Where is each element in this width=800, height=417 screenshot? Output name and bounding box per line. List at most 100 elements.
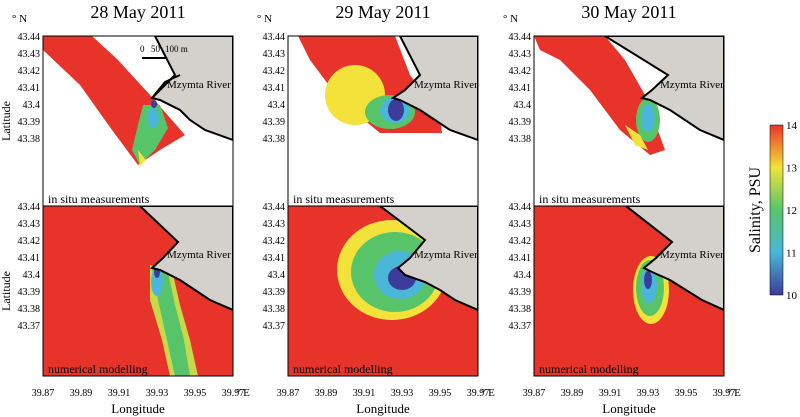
y-tick-top-0-1: 43.43 bbox=[18, 49, 41, 60]
y-tick-top-0-5: 43.39 bbox=[18, 117, 41, 128]
x-axis-title-1: Longitude bbox=[111, 401, 165, 416]
x-tick-0-4: 39.95 bbox=[184, 388, 207, 399]
column-title-1: 28 May 2011 bbox=[90, 2, 185, 22]
salinity-colorbar bbox=[769, 124, 784, 296]
panel-insitu-28may bbox=[43, 36, 233, 206]
x-tick-0-1: 39.89 bbox=[70, 388, 93, 399]
scale-tick-0: 0 bbox=[140, 44, 145, 54]
panel-insitu-29may bbox=[288, 36, 478, 206]
y-tick-bottom-2-5: 43.39 bbox=[509, 287, 532, 298]
y-axis-title-top: Latitude bbox=[0, 101, 13, 141]
colorbar-tick-1: 13 bbox=[786, 163, 798, 175]
colorbar-tick-4: 10 bbox=[786, 290, 798, 302]
row-label-model-1: numerical modelling bbox=[48, 362, 148, 376]
y-tick-bottom-2-2: 43.42 bbox=[509, 236, 532, 247]
y-tick-top-0-6: 43.38 bbox=[18, 134, 41, 145]
y-tick-bottom-2-4: 43.4 bbox=[514, 270, 532, 281]
river-label-3: Mzymta River bbox=[660, 79, 724, 91]
x-tick-2-3: 39.93 bbox=[637, 388, 660, 399]
colorbar-tick-labels: 14 13 12 11 10 bbox=[786, 120, 798, 302]
y-unit-label-1: ° N bbox=[12, 13, 27, 25]
y-tick-bottom-0-4: 43.4 bbox=[23, 270, 41, 281]
y-tick-top-2-3: 43.41 bbox=[509, 83, 532, 94]
colorbar-tick-2: 12 bbox=[786, 205, 797, 217]
scale-tick-50: 50 bbox=[151, 44, 161, 54]
y-tick-bottom-0-1: 43.43 bbox=[18, 219, 41, 230]
x-axis-title-3: Longitude bbox=[602, 401, 656, 416]
y-tick-bottom-1-3: 43.41 bbox=[263, 253, 286, 264]
y-tick-bottom-1-7: 43.37 bbox=[263, 321, 286, 332]
y-tick-bottom-2-3: 43.41 bbox=[509, 253, 532, 264]
y-tick-top-1-5: 43.39 bbox=[263, 117, 286, 128]
y-tick-bottom-2-0: 43.44 bbox=[509, 202, 532, 213]
x-tick-1-0: 39.87 bbox=[277, 388, 300, 399]
y-tick-top-1-2: 43.42 bbox=[263, 66, 286, 77]
y-tick-bottom-1-5: 43.39 bbox=[263, 287, 286, 298]
x-unit-label-3: ° E bbox=[727, 387, 741, 399]
y-tick-bottom-1-1: 43.43 bbox=[263, 219, 286, 230]
y-tick-top-2-0: 43.44 bbox=[509, 32, 532, 43]
x-tick-1-3: 39.93 bbox=[391, 388, 414, 399]
colorbar-title: Salinity, PSU bbox=[747, 167, 764, 254]
scale-bar: 0 50 100 m bbox=[140, 44, 188, 59]
y-tick-bottom-1-0: 43.44 bbox=[263, 202, 286, 213]
column-title-3: 30 May 2011 bbox=[581, 2, 676, 22]
panel-model-28may bbox=[43, 206, 233, 376]
x-tick-2-4: 39.95 bbox=[675, 388, 698, 399]
x-tick-1-1: 39.89 bbox=[315, 388, 338, 399]
x-tick-1-4: 39.95 bbox=[429, 388, 452, 399]
row-label-insitu-1: in situ measurements bbox=[48, 192, 150, 206]
y-tick-top-2-4: 43.4 bbox=[514, 100, 532, 111]
y-tick-bottom-0-0: 43.44 bbox=[18, 202, 41, 213]
y-axis-title-bottom: Latitude bbox=[0, 271, 13, 311]
y-tick-bottom-0-5: 43.39 bbox=[18, 287, 41, 298]
x-tick-2-2: 39.91 bbox=[599, 388, 622, 399]
river-label-4: Mzymta River bbox=[167, 249, 231, 261]
river-label-6: Mzymta River bbox=[660, 249, 724, 261]
y-tick-top-1-0: 43.44 bbox=[263, 32, 286, 43]
y-tick-bottom-0-3: 43.41 bbox=[18, 253, 41, 264]
colorbar-tick-0: 14 bbox=[786, 120, 798, 132]
panel-model-29may bbox=[288, 206, 478, 376]
river-label-2: Mzymta River bbox=[414, 79, 478, 91]
y-tick-labels: 43.44 43.43 43.42 43.41 43.4 43.39 43.38 43.44 4… bbox=[18, 32, 532, 332]
y-tick-top-1-4: 43.4 bbox=[268, 100, 286, 111]
x-tick-2-5: 39.97 bbox=[713, 388, 736, 399]
x-tick-0-5: 39.97 bbox=[222, 388, 245, 399]
x-tick-1-5: 39.97 bbox=[467, 388, 490, 399]
row-label-model-2: numerical modelling bbox=[293, 362, 393, 376]
y-tick-bottom-1-4: 43.4 bbox=[268, 270, 286, 281]
y-tick-top-0-2: 43.42 bbox=[18, 66, 41, 77]
row-label-model-3: numerical modelling bbox=[539, 362, 639, 376]
y-tick-bottom-2-1: 43.43 bbox=[509, 219, 532, 230]
y-tick-top-0-3: 43.41 bbox=[18, 83, 41, 94]
river-label-1: Mzymta River bbox=[167, 79, 231, 91]
x-tick-labels: 39.87 39.89 39.91 39.93 39.95 39.97 39.87 39.89… bbox=[32, 388, 736, 399]
x-tick-0-3: 39.93 bbox=[146, 388, 169, 399]
y-unit-label-3: ° N bbox=[503, 13, 518, 25]
y-tick-top-2-2: 43.42 bbox=[509, 66, 532, 77]
y-tick-top-1-6: 43.38 bbox=[263, 134, 286, 145]
y-tick-top-2-6: 43.38 bbox=[509, 134, 532, 145]
scale-tick-100: 100 m bbox=[165, 44, 188, 54]
y-tick-bottom-0-6: 43.38 bbox=[18, 304, 41, 315]
y-tick-top-0-4: 43.4 bbox=[23, 100, 41, 111]
y-tick-bottom-2-6: 43.38 bbox=[509, 304, 532, 315]
row-label-insitu-3: in situ measurements bbox=[539, 192, 641, 206]
x-unit-label-1: ° E bbox=[236, 387, 250, 399]
y-unit-label-2: ° N bbox=[257, 13, 272, 25]
panel-frames bbox=[42, 35, 725, 377]
river-label-5: Mzymta River bbox=[414, 249, 478, 261]
row-label-insitu-2: in situ measurements bbox=[293, 192, 395, 206]
panel-model-30may bbox=[534, 206, 724, 376]
y-tick-bottom-1-2: 43.42 bbox=[263, 236, 286, 247]
y-tick-bottom-0-2: 43.42 bbox=[18, 236, 41, 247]
x-tick-1-2: 39.91 bbox=[353, 388, 376, 399]
x-unit-label-2: ° E bbox=[481, 387, 495, 399]
y-tick-bottom-0-7: 43.37 bbox=[18, 321, 41, 332]
x-tick-0-2: 39.91 bbox=[108, 388, 131, 399]
panel-insitu-30may bbox=[534, 36, 724, 206]
y-tick-top-2-1: 43.43 bbox=[509, 49, 532, 60]
x-axis-title-2: Longitude bbox=[356, 401, 410, 416]
colorbar-tick-3: 11 bbox=[786, 248, 797, 260]
